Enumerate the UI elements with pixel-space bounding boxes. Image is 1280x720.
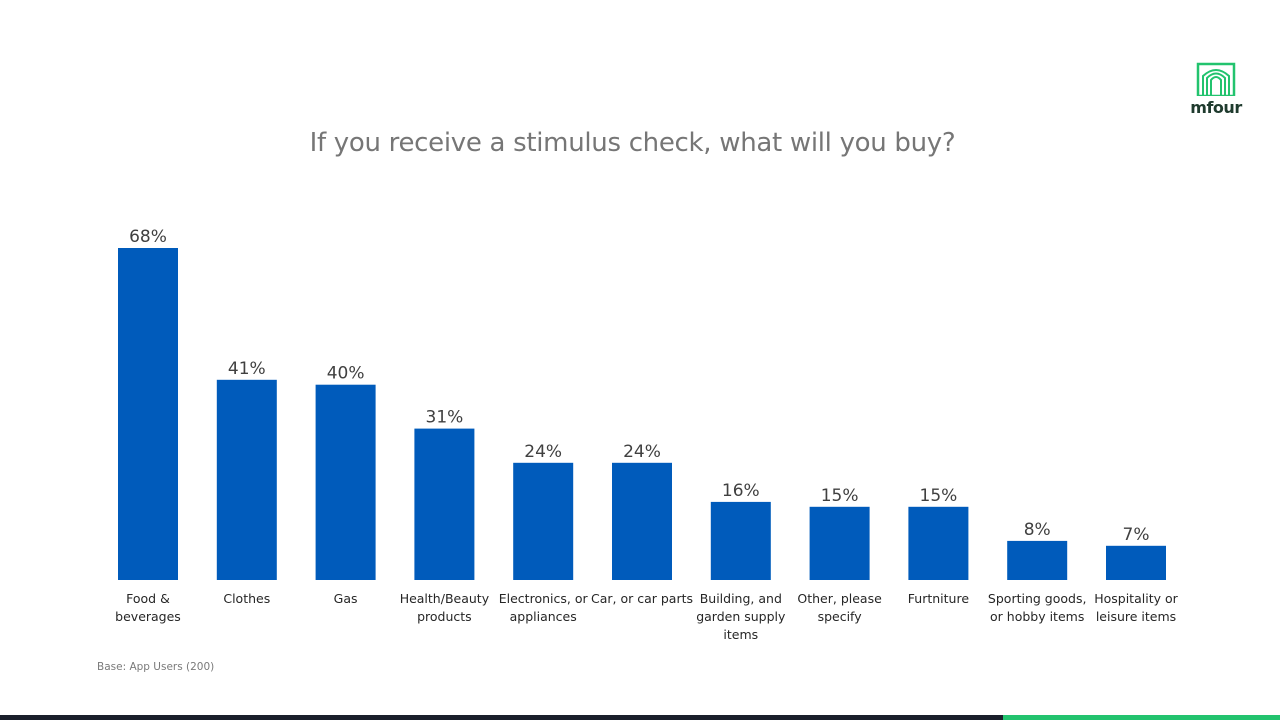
category-label-9: Furtniture bbox=[907, 591, 970, 606]
footer-bar-accent bbox=[1003, 715, 1280, 720]
category-label-8: Other, please specify bbox=[797, 591, 882, 624]
category-label-4: Health/Beauty products bbox=[399, 591, 490, 624]
value-label-8: 15% bbox=[821, 486, 859, 506]
bar-7 bbox=[710, 501, 771, 580]
value-label-4: 31% bbox=[426, 408, 464, 428]
bar-9 bbox=[908, 506, 969, 580]
bar-10 bbox=[1007, 540, 1068, 580]
category-label-6: Car, or car parts bbox=[590, 591, 694, 606]
bar-5 bbox=[513, 462, 574, 580]
value-label-11: 7% bbox=[1123, 525, 1150, 545]
chart-title: If you receive a stimulus check, what wi… bbox=[309, 128, 956, 158]
category-label-3: Gas bbox=[333, 591, 358, 606]
bar-4 bbox=[414, 428, 475, 580]
value-label-9: 15% bbox=[920, 486, 958, 506]
mfour-logo: mfour bbox=[1186, 62, 1246, 122]
logo-text: mfour bbox=[1190, 98, 1242, 117]
bar-3 bbox=[315, 384, 376, 580]
category-label-11: Hospitality or leisure items bbox=[1094, 591, 1178, 624]
bar-2 bbox=[216, 379, 277, 580]
arched-door-logo-icon bbox=[1196, 62, 1236, 96]
value-label-7: 16% bbox=[722, 481, 760, 501]
bar-1 bbox=[118, 248, 178, 580]
footer-bar-dark bbox=[0, 715, 1003, 720]
bar-chart: 68% 41% 40% 31% 24% 24% 16% 15% 15% 8% 7% bbox=[118, 227, 1166, 580]
value-label-2: 41% bbox=[228, 359, 266, 379]
base-footnote: Base: App Users (200) bbox=[97, 661, 215, 673]
value-label-1: 68% bbox=[129, 227, 167, 247]
category-label-5: Electronics, or appliances bbox=[498, 591, 588, 624]
category-label-2: Clothes bbox=[223, 591, 271, 606]
category-label-7: Building, and garden supply items bbox=[696, 591, 786, 642]
value-label-6: 24% bbox=[623, 442, 661, 462]
bar-11 bbox=[1106, 545, 1166, 580]
value-label-10: 8% bbox=[1024, 520, 1051, 540]
bar-6 bbox=[612, 462, 672, 580]
value-label-3: 40% bbox=[327, 364, 365, 384]
category-label-1: Food & beverages bbox=[115, 591, 181, 624]
bar-8 bbox=[809, 506, 870, 580]
category-label-10: Sporting goods, or hobby items bbox=[987, 591, 1087, 624]
value-label-5: 24% bbox=[524, 442, 562, 462]
